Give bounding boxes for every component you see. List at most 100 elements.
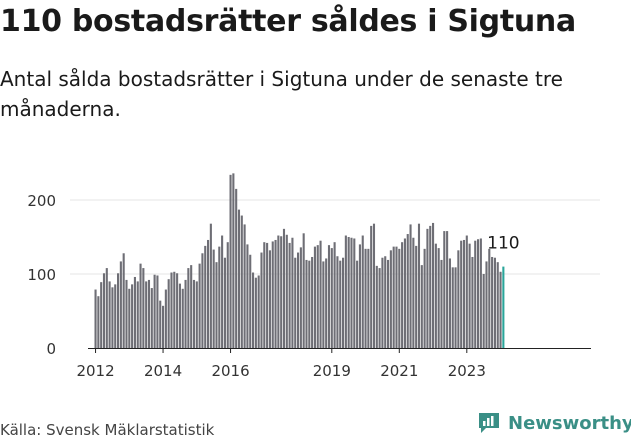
bar [282, 228, 286, 348]
x-tick-label: 2016 [211, 362, 249, 380]
bar [288, 242, 291, 348]
bar [468, 243, 471, 348]
bar [162, 305, 165, 348]
bar [417, 223, 421, 348]
bar [114, 284, 117, 348]
bar [268, 250, 271, 348]
bar [356, 260, 359, 348]
source-note: Källa: Svensk Mäklarstatistik [0, 421, 215, 439]
bar [347, 237, 350, 348]
bar [333, 242, 336, 348]
bar [285, 234, 288, 348]
bar [254, 277, 257, 348]
bar [181, 288, 184, 348]
bar [387, 259, 390, 348]
bar [235, 188, 238, 348]
bar [372, 223, 376, 348]
bar [291, 237, 294, 348]
bar [344, 235, 347, 348]
bar [353, 238, 356, 348]
bar [271, 241, 274, 348]
bar [226, 242, 229, 348]
bar [170, 272, 173, 348]
x-tick-label: 2023 [448, 362, 486, 380]
x-tick-label: 2019 [313, 362, 351, 380]
bar [322, 261, 325, 348]
bar [499, 271, 502, 348]
bar [280, 236, 283, 348]
bar [460, 240, 463, 348]
bar [496, 262, 499, 348]
bar [381, 257, 384, 348]
bar [308, 260, 311, 348]
bar [336, 256, 339, 348]
bar [119, 261, 122, 348]
bar [361, 235, 364, 348]
bar [192, 279, 196, 348]
bar [446, 231, 449, 348]
bar [187, 268, 190, 348]
bar [108, 281, 111, 348]
bar [398, 248, 401, 348]
bar [94, 289, 97, 348]
bar [294, 257, 297, 348]
bar [330, 248, 333, 348]
bar [401, 242, 404, 348]
bar [440, 259, 443, 348]
bar [125, 279, 128, 348]
bar [128, 288, 131, 348]
bar [485, 261, 488, 348]
bar [429, 225, 432, 348]
bar [342, 257, 345, 348]
bar-chart: 0 100 200 2012 2014 2016 2019 2021 2023 110 [27, 173, 600, 380]
bar [493, 257, 496, 348]
bar [207, 239, 210, 348]
bar [240, 215, 243, 348]
bar [237, 209, 241, 348]
x-tick-label: 2014 [144, 362, 182, 380]
bar [246, 244, 249, 348]
bar [142, 268, 145, 348]
bar [454, 267, 457, 348]
bar [451, 267, 454, 348]
bar [389, 250, 392, 348]
bar [491, 256, 494, 348]
bar [302, 233, 305, 348]
bar [159, 300, 162, 348]
bar [133, 276, 136, 348]
bar [212, 249, 215, 348]
bar [195, 281, 198, 348]
bar [462, 239, 466, 348]
annotation-latest-value: 110 [487, 234, 519, 254]
bar [249, 254, 252, 348]
bar [364, 248, 367, 348]
bar [384, 256, 387, 348]
x-tick-label: 2012 [76, 362, 114, 380]
bar [176, 273, 179, 348]
bar [218, 246, 221, 348]
bar [403, 238, 406, 348]
bar [252, 272, 255, 348]
bar [316, 245, 319, 348]
bar [448, 258, 451, 348]
brand-name: Newsworthy [508, 412, 631, 434]
bar [164, 289, 167, 348]
bar [139, 263, 142, 348]
bar [204, 245, 207, 348]
bar [409, 224, 412, 348]
bar [437, 248, 440, 348]
bar [339, 260, 342, 348]
bar [201, 253, 204, 348]
bar [274, 239, 277, 348]
bar [215, 262, 218, 348]
bar [465, 235, 468, 348]
bar [395, 246, 398, 348]
y-tick-label: 200 [27, 192, 56, 210]
bar [260, 252, 263, 348]
y-tick-label: 0 [46, 340, 56, 358]
bar [370, 225, 373, 348]
bar [97, 296, 100, 348]
bar [415, 245, 418, 348]
bar [358, 244, 361, 348]
bar [173, 271, 176, 348]
